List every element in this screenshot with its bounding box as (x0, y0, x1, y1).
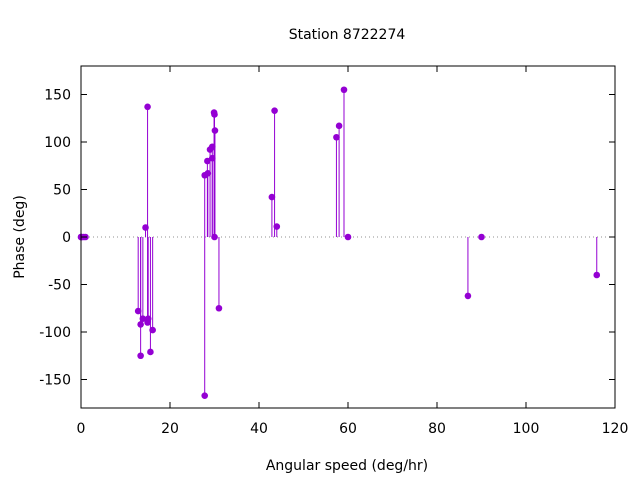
data-point (204, 170, 212, 177)
data-point (271, 107, 278, 114)
x-tick-label: 20 (161, 421, 179, 437)
data-point (201, 392, 209, 399)
y-tick-label: -150 (39, 373, 71, 389)
x-tick-label: 80 (428, 421, 446, 437)
y-tick-label: 50 (53, 183, 71, 199)
y-tick-label: 100 (44, 135, 71, 151)
chart-title: Station 8722274 (289, 27, 406, 43)
data-point (139, 315, 147, 323)
data-point (593, 271, 601, 279)
data-point (215, 304, 223, 312)
data-point (464, 292, 472, 300)
y-tick-label: -100 (39, 325, 71, 341)
data-point (340, 86, 348, 94)
x-axis-label: Angular speed (deg/hr) (266, 458, 428, 474)
y-tick-label: 150 (44, 88, 71, 104)
y-tick-label: 0 (62, 230, 71, 246)
data-point (149, 326, 156, 334)
x-tick-label: 60 (339, 421, 357, 437)
data-point (344, 233, 352, 241)
x-tick-label: 0 (77, 421, 86, 437)
data-point (144, 103, 151, 111)
data-point (268, 193, 276, 201)
data-point (134, 307, 142, 315)
data-point (211, 111, 218, 118)
data-point (144, 315, 152, 323)
data-point (333, 133, 340, 141)
y-tick-label: -50 (48, 278, 71, 294)
data-point (147, 348, 154, 356)
data-point (211, 127, 219, 134)
x-tick-label: 120 (602, 421, 629, 437)
y-axis-label: Phase (deg) (12, 195, 28, 279)
plot-area (77, 86, 615, 399)
data-point (137, 352, 144, 360)
data-point (478, 233, 485, 241)
data-point (335, 122, 343, 130)
x-tick-label: 100 (513, 421, 540, 437)
data-point (204, 157, 211, 165)
x-tick-label: 40 (250, 421, 268, 437)
data-point (273, 223, 281, 230)
axes: 0 20 40 60 80 100 120 -150 -100 -50 0 50 100 150 (39, 66, 628, 437)
